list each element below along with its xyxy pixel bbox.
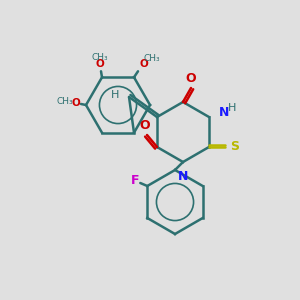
- Text: O: O: [71, 98, 80, 108]
- Text: CH₃: CH₃: [56, 97, 73, 106]
- Text: O: O: [96, 59, 104, 69]
- Text: CH₃: CH₃: [92, 53, 108, 62]
- Text: N: N: [178, 170, 188, 183]
- Text: O: O: [186, 72, 196, 85]
- Text: N: N: [219, 106, 230, 119]
- Text: O: O: [139, 59, 148, 69]
- Text: F: F: [131, 175, 140, 188]
- Text: S: S: [230, 140, 239, 154]
- Text: H: H: [228, 103, 236, 113]
- Text: CH₃: CH₃: [144, 54, 160, 63]
- Text: H: H: [111, 90, 119, 100]
- Text: O: O: [140, 119, 150, 132]
